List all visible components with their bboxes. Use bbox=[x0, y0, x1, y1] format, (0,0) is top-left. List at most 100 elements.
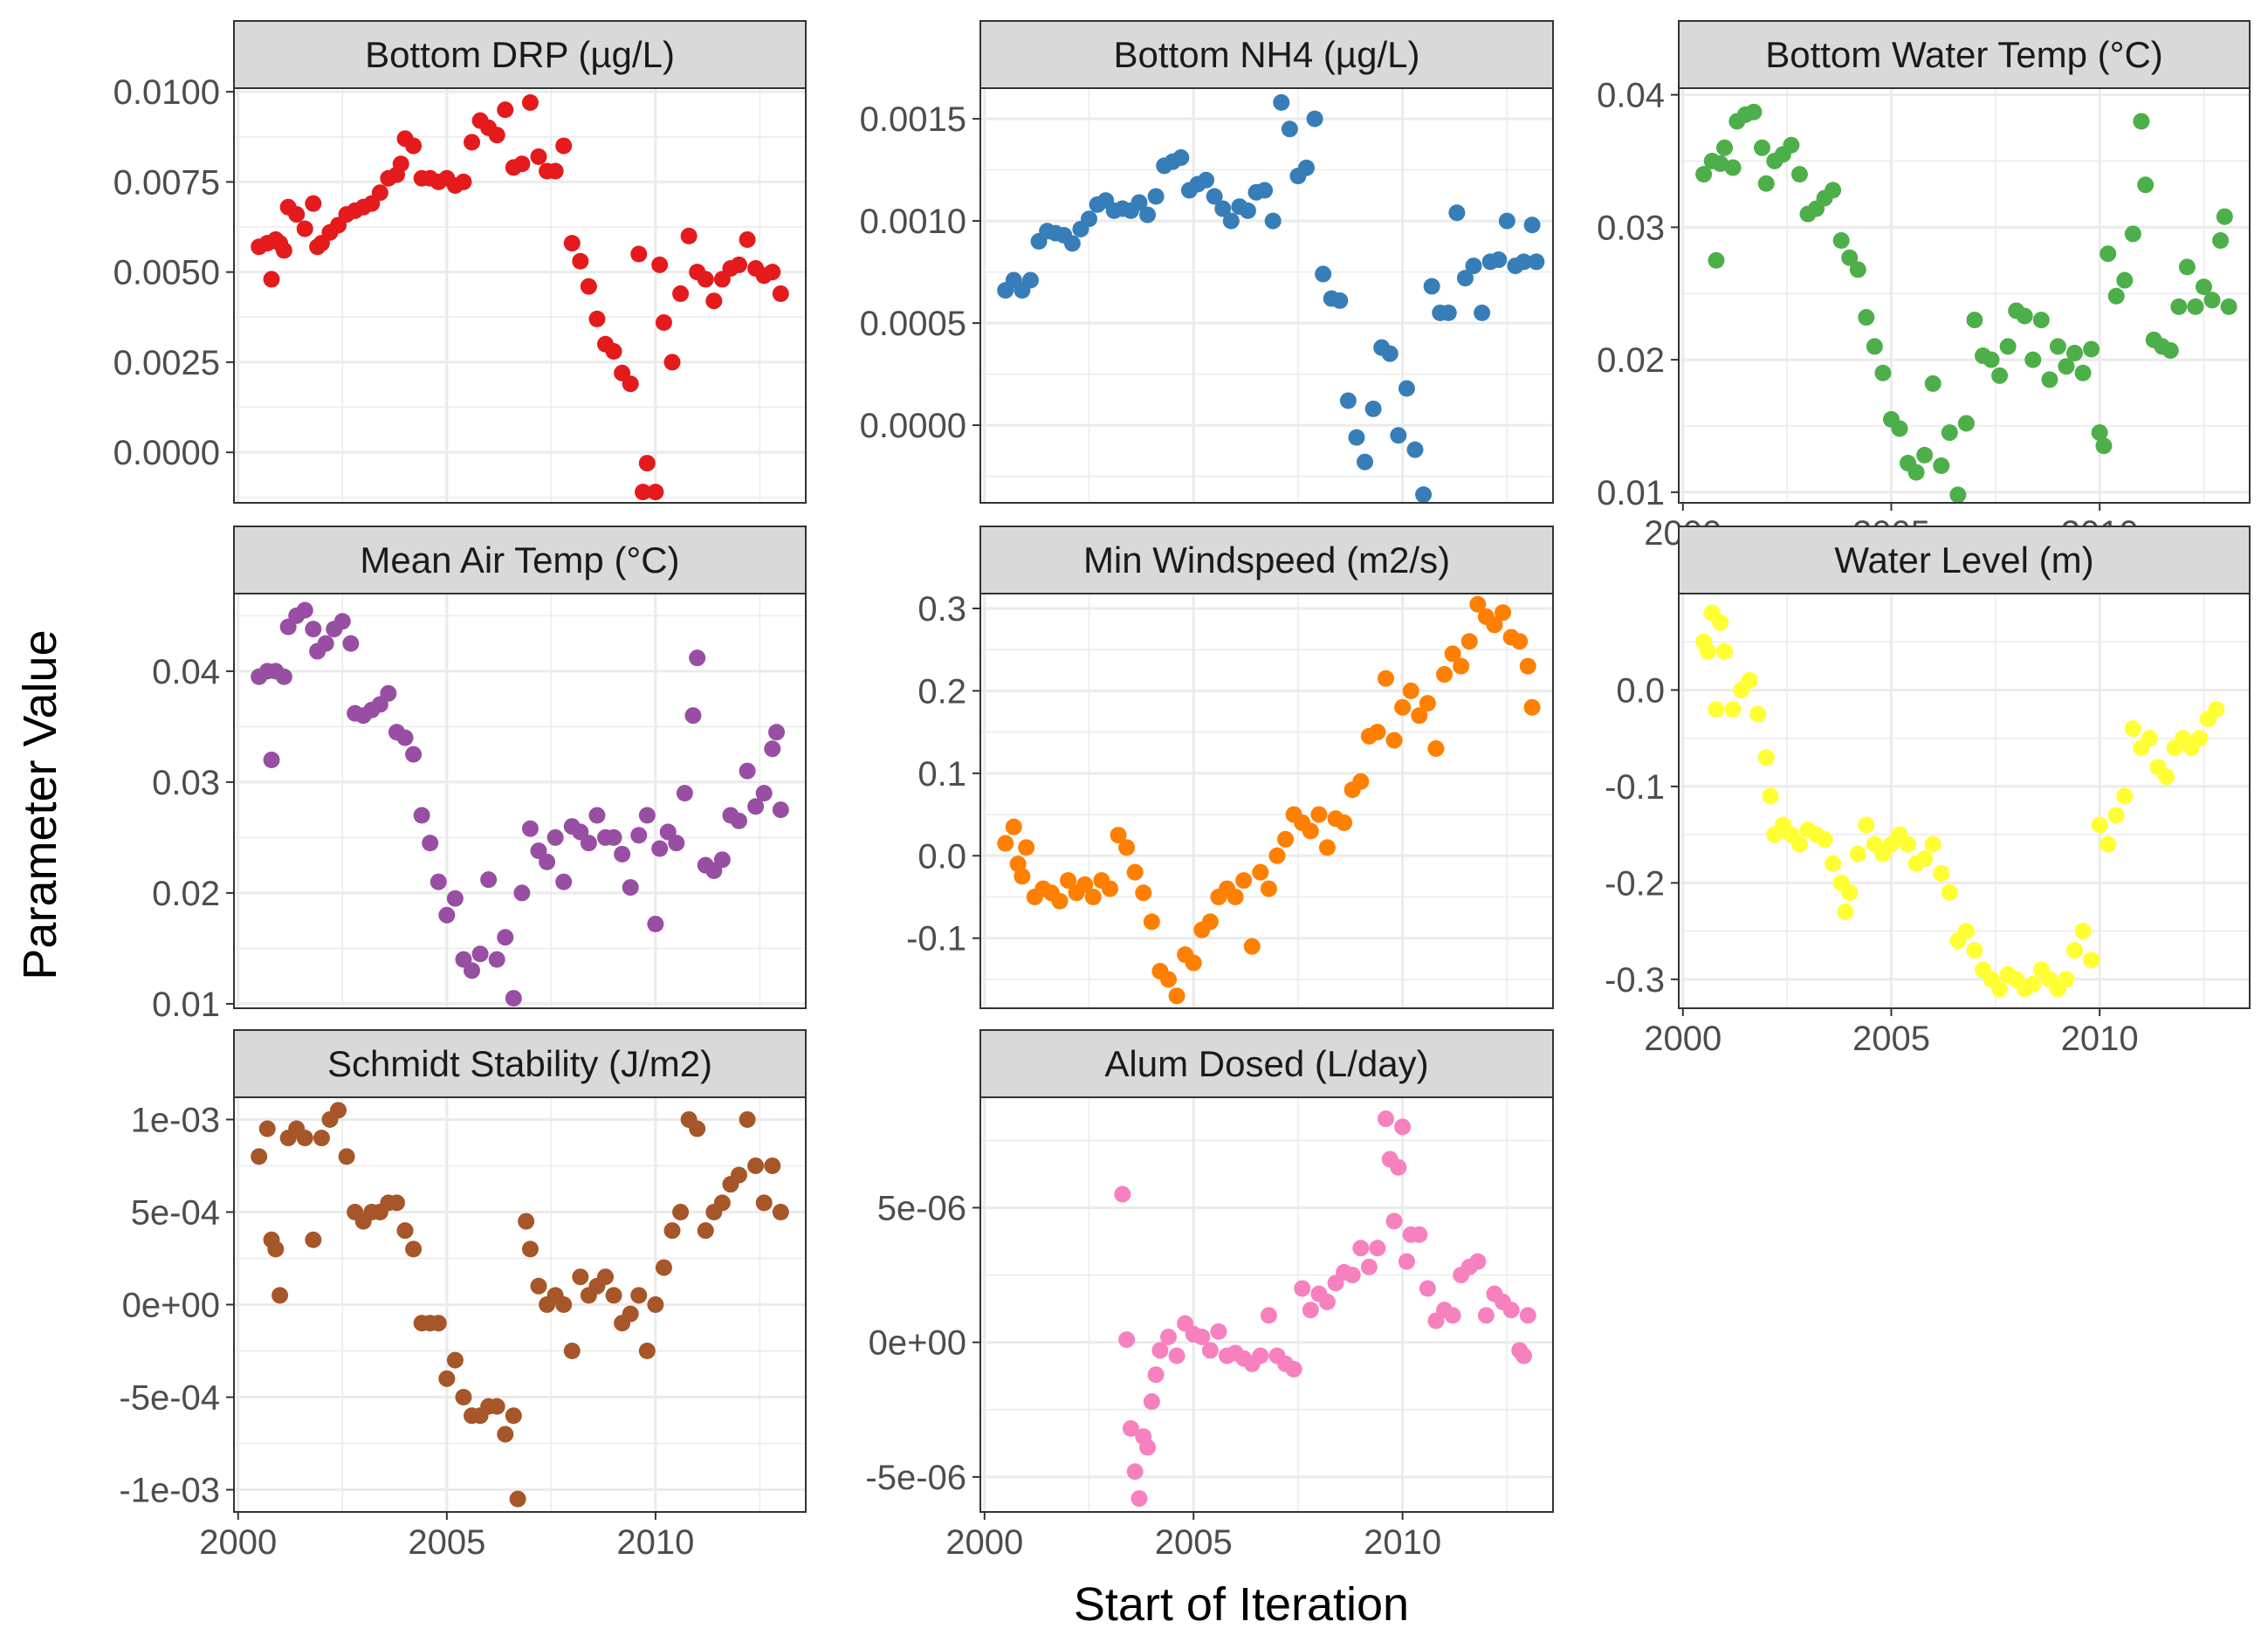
data-point bbox=[1360, 1258, 1378, 1275]
data-point bbox=[2058, 971, 2075, 988]
data-point bbox=[1385, 732, 1403, 749]
facet-strip bbox=[1678, 526, 2251, 594]
data-point bbox=[1390, 427, 1407, 444]
data-point bbox=[772, 1203, 789, 1220]
panel-border bbox=[979, 593, 1554, 1009]
data-point bbox=[739, 762, 756, 780]
data-point bbox=[1941, 883, 1958, 901]
data-point bbox=[305, 1231, 322, 1248]
data-point bbox=[1444, 1307, 1461, 1324]
data-point bbox=[2216, 208, 2233, 225]
data-point bbox=[1941, 424, 1958, 442]
y-tick-label: 0.0010 bbox=[860, 203, 966, 241]
y-tick-label: 0.0075 bbox=[113, 163, 220, 202]
data-point bbox=[563, 1343, 581, 1360]
data-point bbox=[1143, 1393, 1160, 1411]
data-point bbox=[2133, 113, 2150, 130]
data-point bbox=[2066, 345, 2084, 362]
data-point bbox=[2116, 787, 2134, 805]
data-point bbox=[371, 184, 388, 202]
data-point bbox=[1825, 855, 1842, 872]
data-point bbox=[605, 1287, 622, 1304]
data-point bbox=[1866, 338, 1883, 355]
data-point bbox=[1014, 868, 1031, 885]
data-point bbox=[1528, 253, 1545, 271]
data-point bbox=[580, 835, 597, 852]
facet-title: Alum Dosed (L/day) bbox=[1104, 1043, 1428, 1084]
data-point bbox=[497, 1426, 514, 1443]
data-point bbox=[1757, 175, 1775, 192]
data-point bbox=[1315, 265, 1332, 283]
data-point bbox=[1991, 980, 2009, 998]
data-point bbox=[755, 1194, 773, 1212]
facet-panel: Bottom NH4 (µg/L) 0.0000 0.0005 0.0010 0.001… bbox=[860, 20, 1554, 504]
data-point bbox=[597, 1268, 615, 1286]
data-point bbox=[1427, 740, 1445, 758]
data-point bbox=[1385, 1213, 1403, 1230]
data-point bbox=[1210, 1323, 1227, 1340]
data-point bbox=[1239, 202, 1256, 219]
data-point bbox=[488, 127, 505, 144]
data-point bbox=[1440, 304, 1457, 321]
data-point bbox=[1957, 923, 1975, 940]
data-point bbox=[1060, 872, 1077, 890]
data-point bbox=[2212, 232, 2230, 250]
data-point bbox=[572, 252, 589, 270]
data-point bbox=[2158, 768, 2175, 786]
data-point bbox=[296, 220, 313, 237]
data-point bbox=[689, 649, 706, 667]
data-point bbox=[1118, 1331, 1136, 1349]
data-point bbox=[388, 1194, 405, 1212]
data-point bbox=[1302, 822, 1319, 840]
data-point bbox=[731, 812, 748, 829]
data-point bbox=[1381, 345, 1399, 362]
data-point bbox=[651, 256, 669, 273]
data-point bbox=[1135, 884, 1152, 902]
data-point bbox=[1126, 863, 1144, 881]
data-point bbox=[1394, 1118, 1412, 1136]
data-point bbox=[1310, 806, 1328, 823]
y-tick-label: 0.3 bbox=[918, 590, 966, 629]
panel-border bbox=[979, 87, 1554, 504]
data-point bbox=[1837, 904, 1854, 921]
data-point bbox=[396, 729, 414, 746]
data-point bbox=[1716, 139, 1734, 156]
data-point bbox=[2095, 437, 2113, 455]
data-point bbox=[2066, 942, 2084, 959]
data-point bbox=[2024, 351, 2042, 368]
data-point bbox=[513, 884, 531, 902]
data-point bbox=[313, 1130, 330, 1147]
data-point bbox=[655, 1259, 672, 1276]
data-point bbox=[1281, 120, 1298, 138]
y-tick-label: -0.2 bbox=[1605, 864, 1665, 903]
data-point bbox=[1172, 149, 1190, 167]
data-point bbox=[1924, 835, 1942, 853]
data-point bbox=[1147, 188, 1165, 205]
data-point bbox=[1757, 749, 1775, 766]
data-point bbox=[1841, 249, 1859, 266]
data-point bbox=[630, 827, 648, 844]
data-point bbox=[2058, 358, 2075, 375]
data-point bbox=[2161, 341, 2179, 359]
data-point bbox=[1849, 261, 1866, 278]
y-tick-label: 0.0005 bbox=[860, 305, 966, 343]
x-tick-label: 2000 bbox=[199, 1523, 277, 1562]
data-point bbox=[647, 484, 664, 501]
data-point bbox=[455, 1389, 472, 1406]
data-point bbox=[1419, 1280, 1436, 1297]
data-point bbox=[530, 1277, 547, 1295]
data-point bbox=[2208, 701, 2225, 718]
data-point bbox=[267, 1240, 285, 1258]
data-point bbox=[2041, 371, 2058, 388]
data-point bbox=[739, 1110, 756, 1128]
data-point bbox=[1448, 204, 1466, 222]
data-point bbox=[1005, 818, 1022, 835]
y-tick-label: 0.0 bbox=[918, 837, 966, 876]
facet-panel: Mean Air Temp (°C) 0.01 0.02 0.03 0.04 bbox=[152, 526, 807, 1024]
data-point bbox=[1825, 182, 1842, 199]
data-point bbox=[1486, 616, 1503, 634]
data-point bbox=[2141, 730, 2158, 747]
data-point bbox=[405, 137, 423, 155]
data-point bbox=[251, 1148, 268, 1165]
data-point bbox=[1402, 682, 1419, 699]
